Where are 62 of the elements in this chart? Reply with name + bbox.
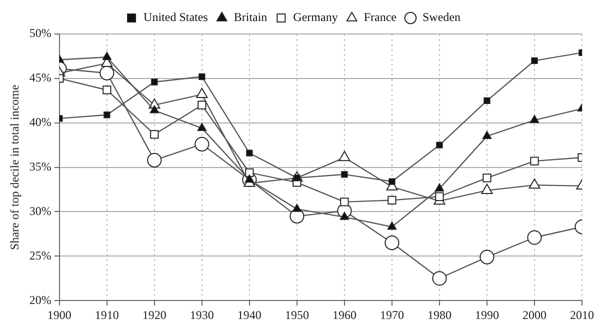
point: [147, 152, 162, 168]
point: [531, 57, 538, 64]
legend-label: Sweden: [422, 10, 460, 24]
point: [384, 236, 400, 250]
point: [338, 150, 350, 162]
point: [194, 136, 210, 152]
point: [151, 78, 158, 86]
point: [102, 52, 112, 60]
point: [150, 130, 159, 139]
point: [246, 150, 253, 156]
y-tick-label: 30%: [29, 204, 52, 218]
point: [482, 130, 492, 140]
x-tick-label: 2000: [522, 308, 546, 322]
x-tick-label: 1910: [94, 308, 119, 322]
point: [432, 271, 447, 286]
point: [434, 183, 444, 192]
x-tick-label: 2010: [570, 308, 594, 322]
x-tick-label: 1900: [47, 308, 72, 322]
x-tick-label: 1950: [284, 308, 309, 322]
x-tick-label: 1930: [190, 308, 214, 322]
legend-label: United States: [144, 10, 208, 24]
x-tick-label: 1970: [380, 308, 404, 322]
x-tick-label: 1990: [474, 308, 499, 322]
x-tick-label: 1940: [237, 308, 262, 322]
point: [100, 66, 114, 80]
point: [530, 156, 539, 166]
point: [104, 112, 110, 118]
x-tick-label: 1980: [427, 308, 452, 322]
point: [527, 230, 542, 245]
x-tick-label: 1960: [332, 308, 356, 322]
y-tick-label: 50%: [29, 26, 52, 40]
y-tick-label: 25%: [29, 248, 52, 262]
point: [481, 184, 493, 194]
point: [340, 198, 349, 206]
point: [150, 105, 159, 114]
legend-label: France: [364, 10, 396, 24]
point: [388, 196, 396, 204]
point: [480, 250, 494, 264]
point: [198, 100, 206, 110]
point: [341, 171, 348, 178]
y-tick-label: 35%: [29, 159, 52, 174]
x-tick-label: 1920: [142, 308, 166, 322]
y-tick-label: 40%: [29, 115, 52, 130]
point: [198, 73, 206, 80]
point: [436, 142, 443, 148]
point: [292, 204, 302, 212]
point: [387, 222, 397, 230]
point: [245, 168, 254, 177]
point: [102, 86, 112, 94]
point: [435, 192, 444, 201]
point: [482, 174, 492, 182]
point: [484, 97, 490, 104]
y-tick-label: 45%: [29, 70, 52, 85]
point: [196, 88, 208, 98]
point: [530, 115, 540, 124]
legend-label: Britain: [234, 10, 268, 24]
y-axis-title: Share of top decile in total income: [7, 84, 22, 250]
point: [197, 123, 206, 132]
point: [388, 178, 396, 185]
y-tick-label: 20%: [29, 292, 52, 307]
point: [528, 178, 540, 189]
legend-label: Germany: [293, 10, 338, 24]
